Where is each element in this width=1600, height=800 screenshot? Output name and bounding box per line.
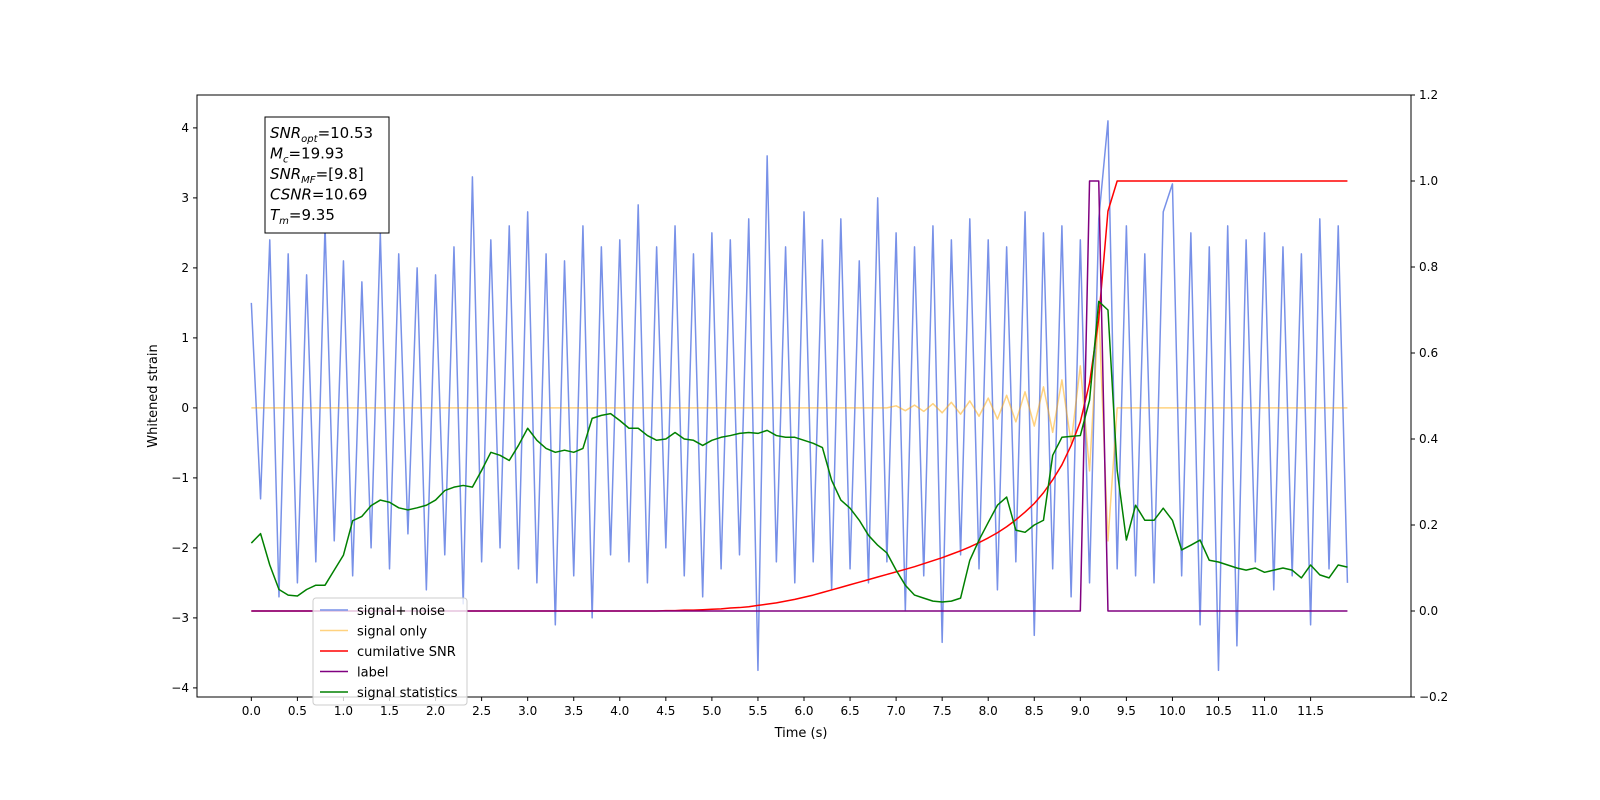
legend: signal+ noise signal only cumilative SNR la… <box>312 597 468 706</box>
legend-label: signal statistics <box>357 686 458 701</box>
legend-label: signal+ noise <box>357 604 445 619</box>
x-tick-label: 9.5 <box>1117 704 1136 718</box>
x-tick-label: 6.0 <box>794 704 813 718</box>
y2-tick-label: 1.0 <box>1419 174 1438 188</box>
annotation-value: =10.69 <box>312 186 368 204</box>
x-tick-label: 4.0 <box>610 704 629 718</box>
series-line <box>250 120 1349 672</box>
y-tick-label: 4 <box>181 121 189 135</box>
x-tick-label: 5.5 <box>748 704 767 718</box>
y2-tick-label: 1.2 <box>1419 88 1438 102</box>
annotation-line: CSNR=10.69 <box>270 186 367 204</box>
x-tick-label: 11.0 <box>1251 704 1278 718</box>
y-tick-label: 0 <box>181 401 189 415</box>
x-tick-label: 5.0 <box>702 704 721 718</box>
x-tick-label: 3.0 <box>518 704 537 718</box>
x-tick-label: 7.5 <box>933 704 952 718</box>
y-tick-label: −3 <box>171 611 189 625</box>
annotation-symbol: T <box>270 206 281 224</box>
x-tick-label: 4.5 <box>656 704 675 718</box>
annotation-box <box>264 116 390 234</box>
x-tick-label: 6.5 <box>841 704 860 718</box>
y-tick-label: 3 <box>181 191 189 205</box>
series-line <box>251 309 1348 542</box>
annotation-symbol: CSNR <box>270 186 312 204</box>
x-tick-label: 9.0 <box>1071 704 1090 718</box>
annotation-line: SNRopt=10.53 <box>270 124 373 145</box>
annotation-subscript: c <box>283 155 289 166</box>
y2-tick-label: 0.8 <box>1419 260 1438 274</box>
series-line <box>250 300 1348 603</box>
x-tick-label: 1.5 <box>380 704 399 718</box>
annotation-value: =9.35 <box>289 206 335 224</box>
legend-label: signal only <box>357 625 427 640</box>
y2-tick-label: −0.2 <box>1419 690 1448 704</box>
y-tick-label: −4 <box>171 681 189 695</box>
x-tick-label: 7.0 <box>887 704 906 718</box>
annotation-subscript: opt <box>301 134 318 145</box>
plot-area <box>250 120 1349 672</box>
legend-label: label <box>357 666 388 681</box>
annotation-subscript: MF <box>301 175 316 186</box>
x-tick-label: 10.5 <box>1205 704 1232 718</box>
annotation-symbol: SNR <box>270 165 301 183</box>
y-tick-label: −1 <box>171 471 189 485</box>
x-tick-label: 2.0 <box>426 704 445 718</box>
y2-tick-label: 0.2 <box>1419 518 1438 532</box>
x-tick-label: 2.5 <box>472 704 491 718</box>
x-tick-label: 0.5 <box>288 704 307 718</box>
annotation-line: Tm=9.35 <box>270 206 335 227</box>
x-tick-label: 11.5 <box>1297 704 1324 718</box>
annotation-subscript: m <box>279 216 289 227</box>
x-tick-label: 0.0 <box>242 704 261 718</box>
x-tick-label: 8.5 <box>1025 704 1044 718</box>
annotation: SNRopt=10.53Mc=19.93SNRMF=[9.8]CSNR=10.6… <box>264 116 390 234</box>
x-tick-label: 1.0 <box>334 704 353 718</box>
x-tick-label: 10.0 <box>1159 704 1186 718</box>
y-tick-label: 2 <box>181 261 189 275</box>
annotation-value: =10.53 <box>318 124 374 142</box>
annotation-symbol: M <box>270 145 283 163</box>
y-axis-label: Whitened strain <box>146 344 161 447</box>
legend-label: cumilative SNR <box>357 645 456 660</box>
x-axis-label: Time (s) <box>774 726 828 741</box>
legend-box <box>312 597 468 706</box>
annotation-symbol: SNR <box>270 124 301 142</box>
annotation-line: SNRMF=[9.8] <box>270 165 364 186</box>
y-tick-label: −2 <box>171 541 189 555</box>
y2-tick-label: 0.4 <box>1419 432 1438 446</box>
annotation-line: Mc=19.93 <box>270 145 344 166</box>
annotation-value: =19.93 <box>288 145 344 163</box>
y-tick-label: 1 <box>181 331 189 345</box>
x-tick-label: 3.5 <box>564 704 583 718</box>
annotation-value: =[9.8] <box>316 165 364 183</box>
x-tick-label: 8.0 <box>979 704 998 718</box>
y2-tick-label: 0.0 <box>1419 604 1438 618</box>
y2-tick-label: 0.6 <box>1419 346 1438 360</box>
